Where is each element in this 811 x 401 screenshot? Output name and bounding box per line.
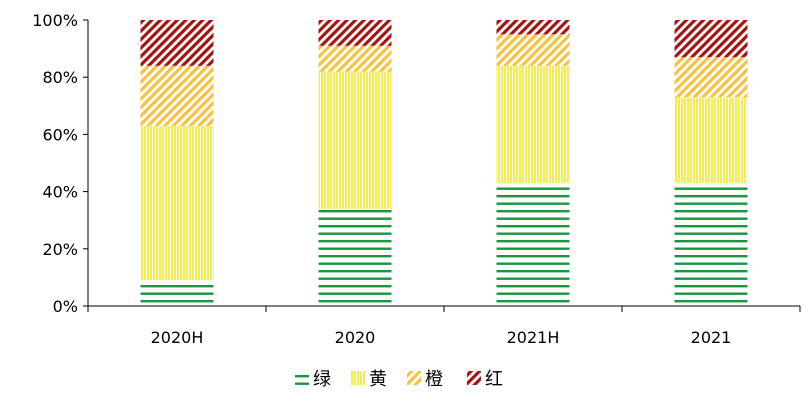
bar-segment-0-0 — [140, 280, 214, 306]
legend-label: 红 — [485, 369, 503, 390]
y-tick-label: 0% — [53, 297, 78, 316]
bar-segment-0-2 — [140, 65, 214, 126]
bar-segment-3-1 — [674, 97, 748, 184]
bar-segment-2-3 — [496, 20, 570, 35]
y-tick-label: 60% — [42, 125, 78, 144]
x-tick-label: 2020H — [151, 328, 204, 347]
bar-segment-2-0 — [496, 183, 570, 306]
legend-item: 红 — [467, 369, 503, 390]
legend-label: 黄 — [369, 369, 387, 390]
legend: 绿黄橙红 — [295, 369, 503, 390]
bar-segment-1-0 — [318, 208, 392, 306]
legend-item: 黄 — [351, 369, 387, 390]
legend-swatch — [351, 371, 365, 385]
legend-item: 绿 — [295, 369, 331, 390]
bar-segment-3-0 — [674, 183, 748, 306]
x-tick-label: 2020 — [335, 328, 376, 347]
bar-segment-3-2 — [674, 57, 748, 98]
x-tick-label: 2021H — [507, 328, 560, 347]
legend-label: 橙 — [425, 369, 443, 390]
y-tick-label: 20% — [42, 240, 78, 259]
y-tick-label: 100% — [32, 11, 78, 30]
legend-swatch — [407, 371, 421, 385]
bar-segment-0-1 — [140, 125, 214, 281]
legend-swatch — [467, 371, 481, 385]
legend-label: 绿 — [313, 369, 331, 390]
bar-segment-1-1 — [318, 71, 392, 209]
bar-segment-1-3 — [318, 20, 392, 46]
plot-area — [140, 20, 748, 306]
bar-segment-0-3 — [140, 20, 214, 66]
axes: 0% 20% 40% 60% 80% 100% 2020H 2020 2021H 2021 — [32, 11, 801, 347]
bar-segment-3-3 — [674, 20, 748, 58]
y-tick-label: 40% — [42, 183, 78, 202]
bar-segment-1-2 — [318, 45, 392, 72]
legend-item: 橙 — [407, 369, 443, 390]
bar-segment-2-2 — [496, 34, 570, 66]
y-tick-label: 80% — [42, 68, 78, 87]
x-tick-label: 2021 — [691, 328, 732, 347]
bar-segment-2-1 — [496, 65, 570, 184]
legend-swatch — [295, 371, 309, 385]
